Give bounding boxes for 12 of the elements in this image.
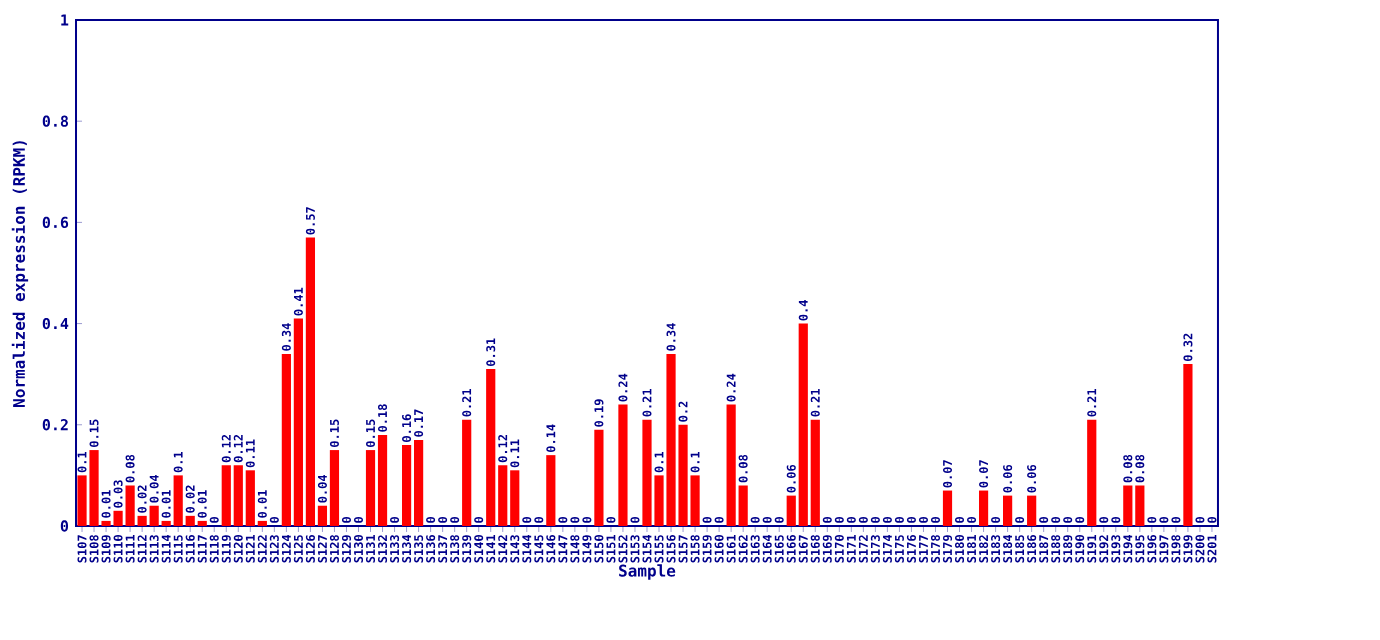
bar — [1003, 495, 1013, 526]
bar — [594, 429, 604, 526]
bar — [546, 455, 556, 526]
bar — [942, 490, 953, 526]
bar — [978, 490, 989, 526]
y-axis-title: Normalized expression (RPKM) — [11, 141, 29, 407]
bar — [1183, 364, 1193, 526]
bar — [1027, 495, 1037, 526]
bar — [1087, 419, 1097, 526]
bar — [462, 419, 472, 526]
bar — [618, 404, 628, 526]
x-axis-title: Sample — [619, 564, 676, 580]
